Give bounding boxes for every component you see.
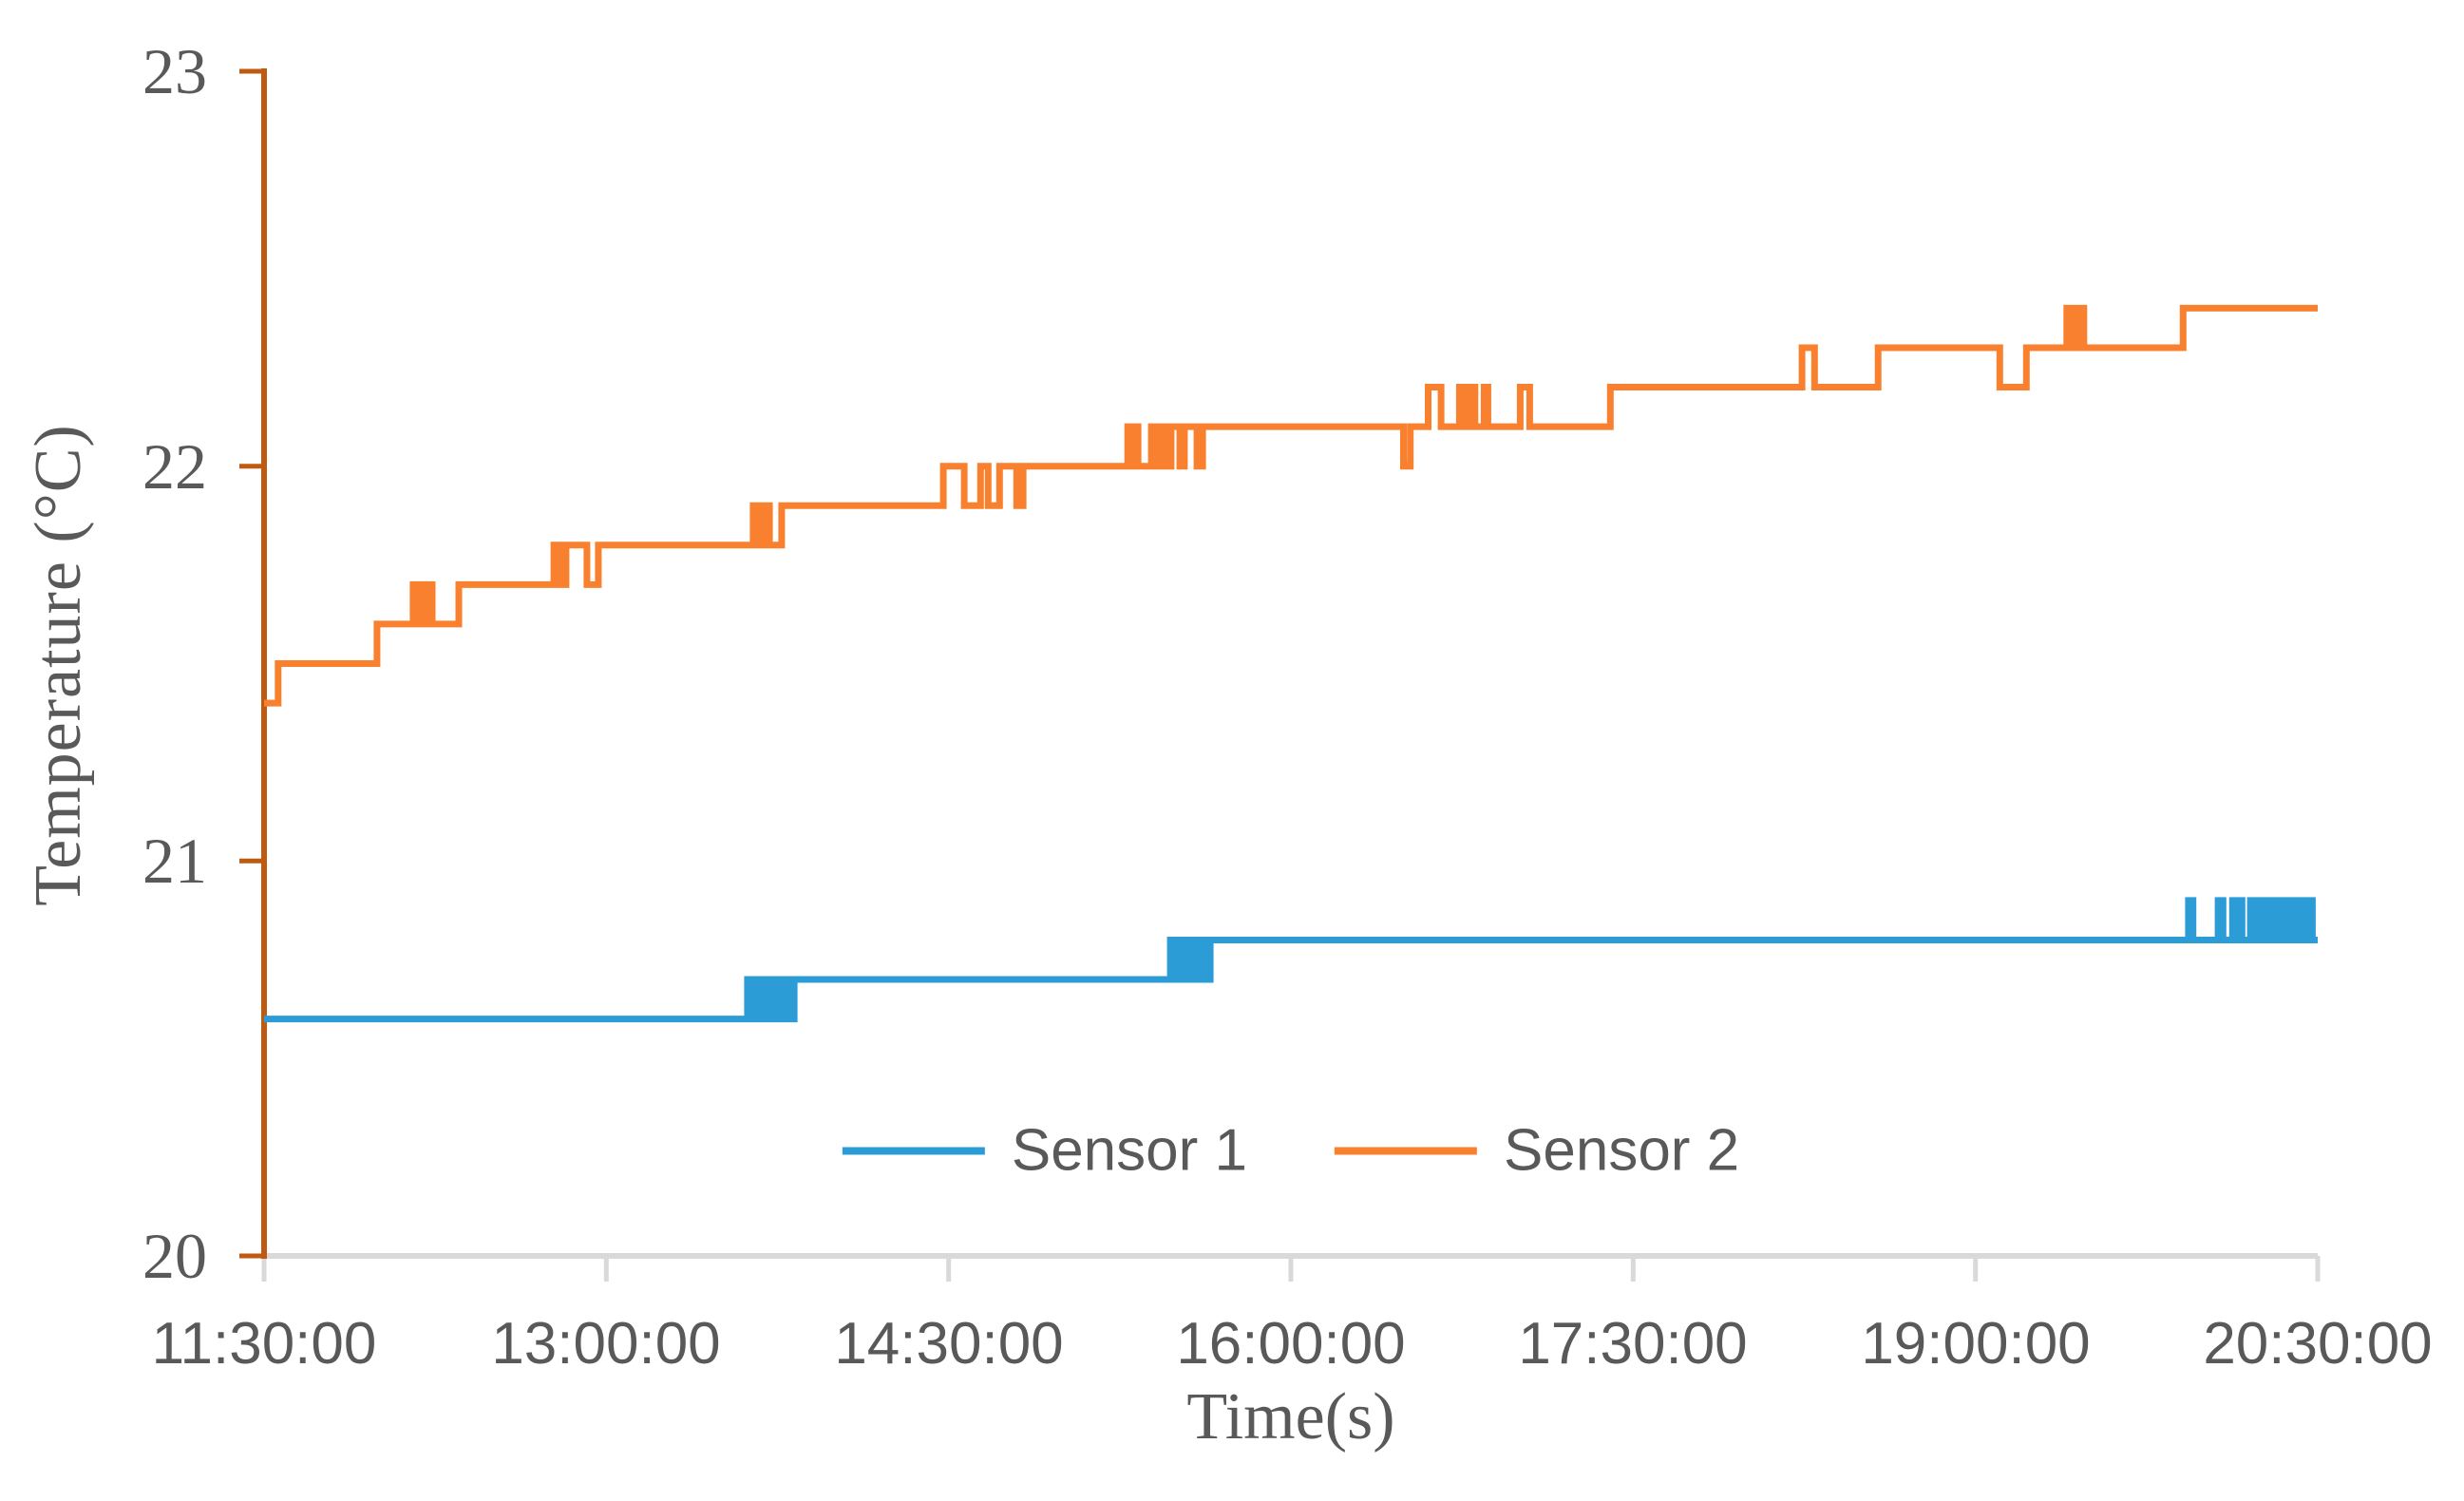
series [264,304,2318,1023]
sensor-2-series-line [264,304,2318,707]
legend-item-sensor-1: Sensor 1 [842,1117,1247,1185]
x-tick-label-0: 11:30:00 [151,1311,377,1377]
y-tick-label-1: 21 [142,825,207,897]
legend-label-sensor-2: Sensor 2 [1504,1117,1740,1184]
sensor-1-line-swatch [842,1147,985,1154]
legend: Sensor 1 Sensor 2 [842,1117,1739,1185]
x-axis-title: Time(s) [1186,1380,1395,1454]
x-tick-label-3: 16:00:00 [1176,1311,1406,1377]
x-tick-label-4: 17:30:00 [1518,1311,1748,1377]
axes [239,68,2321,1282]
sensor-2-line-swatch [1335,1147,1477,1154]
legend-item-sensor-2: Sensor 2 [1335,1117,1739,1185]
sensor-1-series-line [264,897,2318,1023]
y-tick-label-0: 20 [142,1220,207,1292]
x-tick-label-2: 14:30:00 [834,1311,1064,1377]
y-tick-label-3: 23 [142,35,207,107]
x-tick-label-6: 20:30:00 [2203,1311,2433,1377]
x-tick-label-1: 13:00:00 [491,1311,721,1377]
legend-label-sensor-1: Sensor 1 [1011,1117,1247,1184]
y-tick-label-2: 22 [142,430,207,503]
x-tick-label-5: 19:00:00 [1861,1311,2091,1377]
